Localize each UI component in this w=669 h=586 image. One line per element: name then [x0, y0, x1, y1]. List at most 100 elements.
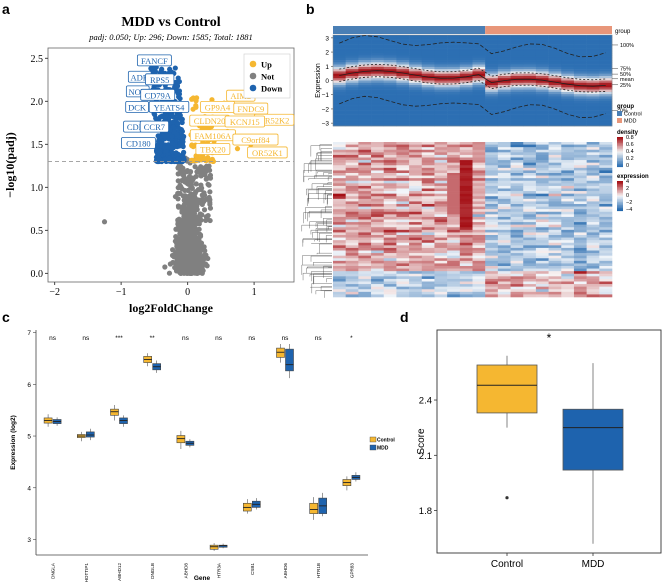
heatmap-cell — [333, 198, 346, 202]
heatmap-cell — [345, 229, 359, 233]
heatmap-cell — [573, 224, 587, 228]
density-cell — [434, 105, 448, 109]
point-down — [175, 151, 181, 157]
point-not — [181, 224, 188, 230]
density-cell — [345, 114, 359, 118]
heatmap-cell — [459, 198, 473, 202]
density-cell — [523, 73, 537, 77]
heatmap-cell — [383, 232, 397, 236]
density-cell — [535, 123, 549, 127]
density-cell — [447, 48, 461, 52]
density-cell — [371, 121, 385, 125]
density-cell — [586, 121, 600, 125]
heatmap-cell — [561, 214, 575, 218]
heatmap-cell — [535, 281, 549, 285]
heatmap-cell — [371, 284, 385, 287]
heatmap-cell — [535, 255, 549, 259]
density-cell — [561, 85, 575, 88]
heatmap-cell — [573, 242, 587, 246]
heatmap-cell — [561, 142, 575, 145]
heatmap-cell — [573, 167, 587, 171]
heatmap-cell — [396, 160, 410, 163]
heatmap-cell — [523, 222, 537, 225]
heatmap-cell — [371, 216, 385, 220]
heatmap-cell — [421, 271, 435, 275]
x-tick-label: −2 — [49, 287, 60, 298]
heatmap-cell — [409, 142, 423, 145]
heatmap-cell — [472, 235, 486, 238]
heatmap-cell — [396, 173, 410, 176]
heatmap-cell — [434, 291, 448, 295]
density-cell — [573, 91, 587, 95]
heatmap-cell — [345, 242, 359, 246]
density-cell — [573, 69, 587, 72]
legend-label: Down — [261, 84, 283, 94]
density-cell — [358, 105, 372, 109]
density-cell — [447, 41, 461, 45]
heatmap-cell — [573, 183, 587, 187]
heatmap-cell — [396, 152, 410, 156]
density-cell — [472, 71, 486, 74]
density-cell — [510, 94, 524, 97]
density-cell — [523, 66, 537, 70]
heatmap-cell — [523, 247, 537, 251]
heatmap-cell — [459, 162, 473, 166]
heatmap-cell — [573, 222, 587, 225]
heatmap-cell — [472, 157, 486, 161]
heatmap-cell — [333, 183, 346, 187]
heatmap-cell — [345, 193, 359, 197]
density-y-tick-label: 1 — [325, 64, 329, 71]
heatmap-cell — [383, 206, 397, 210]
density-cell — [459, 78, 473, 81]
significance-label: ns — [248, 335, 256, 342]
density-cell — [421, 73, 435, 77]
density-legend-tick: 0.4 — [626, 149, 634, 155]
heatmap-cell — [409, 250, 423, 254]
heatmap-cell — [561, 224, 575, 228]
density-cell — [421, 39, 435, 43]
density-cell — [472, 116, 486, 120]
heatmap-cell — [371, 278, 385, 282]
density-cell — [573, 35, 587, 38]
density-cell — [510, 35, 524, 38]
density-cell — [561, 73, 575, 77]
heatmap-cell — [345, 206, 359, 210]
heatmap-cell — [459, 160, 473, 163]
y-tick-label: 2.4 — [419, 396, 432, 407]
significance-label: ns — [315, 335, 323, 342]
density-cell — [345, 60, 359, 63]
heatmap-cell — [447, 255, 461, 259]
heatmap-cell — [497, 289, 511, 293]
density-cell — [548, 85, 562, 88]
density-cell — [434, 89, 448, 93]
y-tick-label: 2.0 — [31, 97, 44, 108]
heatmap-cell — [371, 273, 385, 277]
heatmap-cell — [510, 173, 524, 176]
heatmap-cell — [510, 162, 524, 166]
density-cell — [371, 107, 385, 111]
heatmap-cell — [510, 165, 524, 169]
heatmap-cell — [333, 240, 346, 244]
density-cell — [333, 82, 346, 86]
heatmap-cell — [383, 247, 397, 251]
density-cell — [535, 48, 549, 52]
density-legend-bar — [617, 156, 623, 159]
density-cell — [497, 91, 511, 95]
density-cell — [345, 69, 359, 72]
heatmap-cell — [434, 273, 448, 277]
heatmap-cell — [510, 180, 524, 184]
heatmap-cell — [586, 170, 600, 174]
heatmap-cell — [485, 253, 499, 256]
density-cell — [586, 96, 600, 99]
density-cell — [409, 110, 423, 113]
density-cell — [396, 46, 410, 49]
density-cell — [396, 57, 410, 61]
heatmap-cell — [510, 154, 524, 158]
density-legend-bar — [617, 137, 623, 139]
density-cell — [459, 107, 473, 111]
density-cell — [523, 114, 537, 118]
heatmap-cell — [447, 216, 461, 220]
heatmap-cell — [485, 258, 499, 262]
density-cell — [409, 66, 423, 70]
heatmap-cell — [459, 206, 473, 210]
